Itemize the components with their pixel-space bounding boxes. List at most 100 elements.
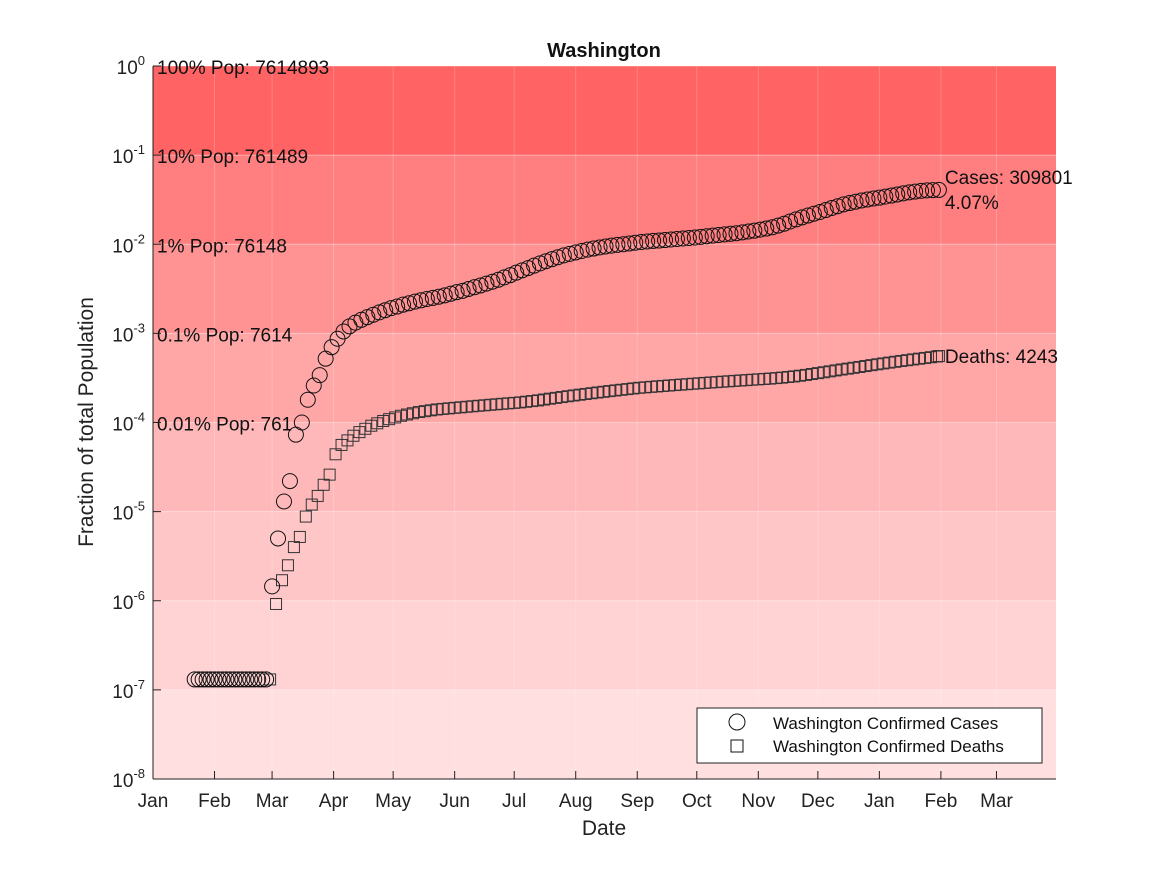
case-point xyxy=(442,285,459,302)
x-tick-label: Aug xyxy=(559,791,593,812)
case-point xyxy=(579,241,596,258)
case-point xyxy=(250,671,267,688)
case-point xyxy=(401,295,418,312)
case-point xyxy=(418,291,435,308)
x-tick-label: Oct xyxy=(682,791,712,812)
x-tick-label: Feb xyxy=(198,791,231,812)
x-tick-label: Dec xyxy=(801,791,835,812)
case-point xyxy=(692,228,709,245)
y-tick-label: 100 xyxy=(117,53,145,79)
case-point xyxy=(448,284,465,301)
case-point xyxy=(645,232,662,249)
case-point xyxy=(674,230,691,247)
case-point xyxy=(238,671,255,688)
case-point xyxy=(460,280,477,297)
case-point xyxy=(198,671,215,688)
legend-square-icon xyxy=(730,739,744,753)
death-point xyxy=(299,510,312,523)
case-point xyxy=(609,236,626,253)
death-point xyxy=(264,673,277,686)
case-point xyxy=(877,188,894,205)
case-point xyxy=(484,273,501,290)
cases-annotation: Cases: 309801 xyxy=(945,168,1073,189)
case-point xyxy=(293,414,310,431)
x-axis-label: Date xyxy=(582,817,626,840)
case-point xyxy=(633,233,650,250)
case-point xyxy=(206,671,223,688)
y-axis-ticks: 10-8 10-7 10-6 10-5 10-4 10-3 10-2 10-1 100 xyxy=(112,53,161,792)
case-point xyxy=(389,298,406,315)
case-point xyxy=(561,245,578,262)
band-5 xyxy=(153,244,1056,334)
y-axis-label: Fraction of total Population xyxy=(75,297,98,547)
legend-entry-cases: Washington Confirmed Cases xyxy=(773,714,998,733)
case-point xyxy=(847,193,864,210)
x-tick-label: Feb xyxy=(925,791,958,812)
case-point xyxy=(543,251,560,268)
case-point xyxy=(258,671,275,688)
case-point xyxy=(871,189,888,206)
case-point xyxy=(383,300,400,317)
deaths-series xyxy=(264,350,945,686)
case-point xyxy=(859,191,876,208)
chart-title: Washington xyxy=(547,40,661,62)
case-point xyxy=(853,192,870,209)
case-point xyxy=(299,391,316,408)
x-tick-label: May xyxy=(375,791,411,812)
death-point xyxy=(932,350,945,363)
x-tick-label: Sep xyxy=(620,791,654,812)
case-point xyxy=(591,239,608,256)
legend-entry-deaths: Washington Confirmed Deaths xyxy=(773,737,1004,756)
case-point xyxy=(615,236,632,253)
case-point xyxy=(436,287,453,304)
x-tick-label: Mar xyxy=(256,791,289,812)
case-point xyxy=(728,225,745,242)
y-tick-label: 10-5 xyxy=(112,499,145,525)
band-4 xyxy=(153,333,1056,423)
band-labels: 100% Pop: 7614893 10% Pop: 761489 1% Pop: … xyxy=(157,58,329,436)
case-point xyxy=(668,231,685,248)
y-tick-label: 10-6 xyxy=(112,588,145,614)
case-point xyxy=(406,293,423,310)
case-point xyxy=(597,238,614,255)
case-point xyxy=(865,190,882,207)
case-point xyxy=(793,209,810,226)
case-point xyxy=(537,253,554,270)
case-point xyxy=(242,671,259,688)
x-tick-label: Nov xyxy=(741,791,775,812)
case-point xyxy=(254,671,271,688)
cases-series xyxy=(186,181,947,688)
case-point xyxy=(835,196,852,213)
band-6 xyxy=(153,155,1056,245)
case-point xyxy=(226,671,243,688)
x-tick-label: Jul xyxy=(502,791,526,812)
case-point xyxy=(657,232,674,249)
case-point xyxy=(472,277,489,294)
population-bands xyxy=(153,66,1056,779)
y-tick-label: 10-3 xyxy=(112,320,145,346)
case-point xyxy=(639,233,656,250)
case-point xyxy=(788,211,805,228)
case-point xyxy=(194,671,211,688)
x-tick-label: Jan xyxy=(864,791,895,812)
case-point xyxy=(924,182,941,199)
case-point xyxy=(323,339,340,356)
death-point xyxy=(323,468,336,481)
case-point xyxy=(430,288,447,305)
case-point xyxy=(335,323,352,340)
legend: Washington Confirmed Cases Washington Co… xyxy=(696,707,1043,764)
case-point xyxy=(424,289,441,306)
x-tick-label: Jun xyxy=(439,791,470,812)
case-point xyxy=(549,249,566,266)
band-label: 10% Pop: 761489 xyxy=(157,147,308,168)
x-tick-label: Jan xyxy=(138,791,169,812)
case-point xyxy=(829,198,846,215)
case-point xyxy=(222,671,239,688)
case-point xyxy=(281,473,298,490)
case-point xyxy=(218,671,235,688)
death-point xyxy=(293,530,306,543)
case-point xyxy=(722,225,739,242)
case-point xyxy=(395,296,412,313)
legend-box xyxy=(696,707,1043,764)
